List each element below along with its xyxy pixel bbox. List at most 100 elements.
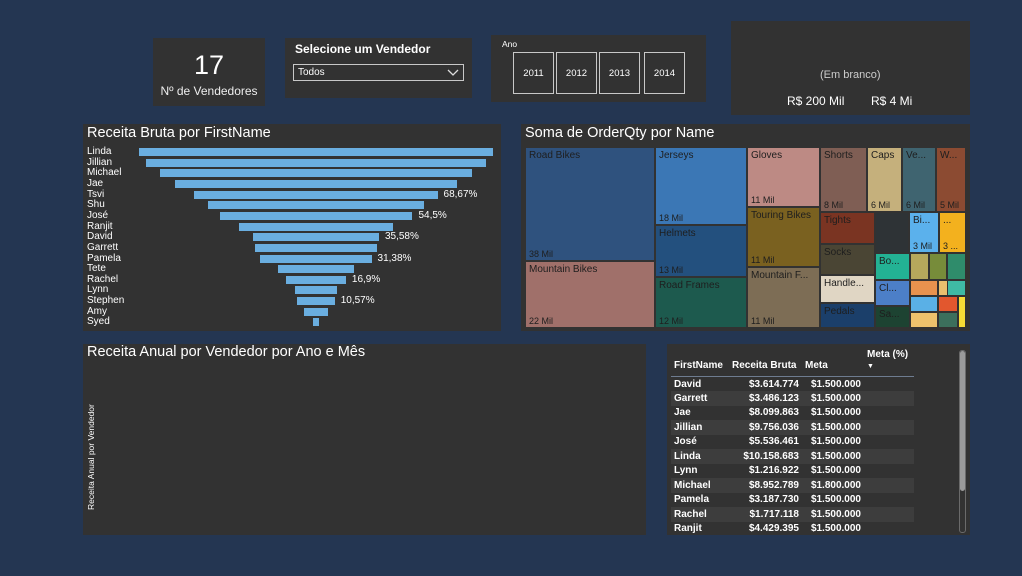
treemap-tile[interactable]: Gloves 11 Mil bbox=[747, 147, 820, 207]
table-row[interactable]: Michael $8.952.789 $1.800.000 bbox=[671, 478, 914, 493]
table-cell: Lynn bbox=[674, 465, 698, 477]
vendor-dropdown[interactable]: Todos bbox=[293, 64, 464, 81]
column-header-meta[interactable]: Meta bbox=[802, 349, 864, 377]
treemap-tile-name: Ve... bbox=[906, 150, 927, 161]
treemap-tile-small[interactable] bbox=[929, 253, 947, 280]
table-cell: $4.429.395 bbox=[748, 523, 799, 535]
column-header-receita[interactable]: Receita Bruta bbox=[729, 349, 802, 377]
treemap-tile[interactable]: Mountain F... 11 Mil bbox=[747, 267, 820, 328]
table-scrollbar[interactable] bbox=[959, 350, 966, 533]
funnel-label: Lynn bbox=[87, 284, 109, 296]
table-cell: $1.500.000 bbox=[810, 494, 861, 506]
year-button-2014[interactable]: 2014 bbox=[644, 52, 685, 94]
funnel-bar[interactable] bbox=[303, 307, 329, 316]
treemap-tile-name: Bo... bbox=[879, 256, 900, 267]
funnel-bar[interactable] bbox=[286, 275, 346, 284]
treemap-tile-name: Tights bbox=[824, 215, 851, 226]
funnel-bar[interactable] bbox=[194, 190, 438, 199]
table-row[interactable]: Jillian $9.756.036 $1.500.000 bbox=[671, 420, 914, 435]
card-blank-label: (Em branco) bbox=[820, 69, 881, 81]
table-cell: $10.158.683 bbox=[729, 449, 802, 464]
table-scrollbar-thumb[interactable] bbox=[960, 351, 965, 491]
funnel-bar[interactable] bbox=[313, 318, 319, 327]
treemap-tile-small[interactable] bbox=[910, 312, 938, 328]
treemap-tile-value: 6 Mil bbox=[906, 200, 926, 210]
treemap-tile[interactable]: W... 5 Mil bbox=[936, 147, 966, 212]
table-row[interactable]: Garrett $3.486.123 $1.500.000 bbox=[671, 391, 914, 406]
treemap-tile-small[interactable] bbox=[938, 312, 958, 328]
column-header-meta-pct[interactable]: Meta (%) ▼ bbox=[864, 349, 914, 377]
table-row[interactable]: Rachel $1.717.118 $1.500.000 bbox=[671, 507, 914, 522]
funnel-pct-label: 31,38% bbox=[377, 252, 412, 264]
funnel-bar[interactable] bbox=[277, 265, 355, 274]
treemap-tile[interactable]: Bi... 3 Mil bbox=[909, 212, 939, 253]
table-row[interactable]: Linda $10.158.683 $1.500.000 bbox=[671, 449, 914, 464]
treemap-tile-small[interactable] bbox=[910, 253, 929, 280]
table-cell: $1.216.922 bbox=[748, 465, 799, 477]
table-row[interactable]: José $5.536.461 $1.500.000 bbox=[671, 435, 914, 450]
year-button-2013[interactable]: 2013 bbox=[599, 52, 640, 94]
treemap-tile[interactable]: Caps 6 Mil bbox=[867, 147, 902, 212]
funnel-bar[interactable] bbox=[294, 286, 338, 295]
treemap-tile-small[interactable] bbox=[910, 280, 938, 296]
treemap-tile[interactable]: Tights bbox=[820, 212, 875, 244]
treemap-tile[interactable]: Touring Bikes 11 Mil bbox=[747, 207, 820, 267]
treemap-tile-small[interactable] bbox=[910, 296, 938, 312]
treemap-tile[interactable]: Bo... bbox=[875, 253, 910, 280]
table-row[interactable]: Ranjit $4.429.395 $1.500.000 bbox=[671, 522, 914, 536]
funnel-bar[interactable] bbox=[255, 243, 377, 252]
treemap-tile-name: Sa... bbox=[879, 309, 900, 320]
funnel-bar[interactable] bbox=[174, 179, 458, 188]
funnel-bar[interactable] bbox=[238, 222, 394, 231]
table-cell: $3.187.730 bbox=[748, 494, 799, 506]
funnel-bar[interactable] bbox=[146, 158, 486, 167]
treemap-tile-small[interactable] bbox=[947, 253, 966, 280]
funnel-bar[interactable] bbox=[219, 211, 413, 220]
table-row[interactable]: Pamela $3.187.730 $1.500.000 bbox=[671, 493, 914, 508]
treemap-tile[interactable]: Helmets 13 Mil bbox=[655, 225, 747, 277]
funnel-bar[interactable] bbox=[139, 148, 493, 156]
treemap-tile[interactable]: Ve... 6 Mil bbox=[902, 147, 936, 212]
funnel-bar[interactable] bbox=[260, 254, 372, 263]
funnel-bar[interactable] bbox=[207, 201, 425, 210]
table-cell bbox=[864, 377, 914, 392]
funnel-bar[interactable] bbox=[253, 233, 379, 242]
treemap-tile[interactable]: Road Bikes 38 Mil bbox=[525, 147, 655, 261]
table-cell: $1.800.000 bbox=[802, 478, 864, 493]
line-chart-ylabel: Receita Anual por Vendedor bbox=[86, 404, 96, 510]
treemap-tile-small[interactable] bbox=[875, 212, 909, 253]
table-row[interactable]: Lynn $1.216.922 $1.500.000 bbox=[671, 464, 914, 479]
treemap-tile[interactable]: ... 3 ... bbox=[939, 212, 966, 253]
treemap-tile[interactable]: Shorts 8 Mil bbox=[820, 147, 867, 212]
treemap-tile[interactable]: Road Frames 12 Mil bbox=[655, 277, 747, 328]
table-row[interactable]: David $3.614.774 $1.500.000 bbox=[671, 377, 914, 392]
treemap-tile-small[interactable] bbox=[958, 296, 966, 328]
treemap-tile-name: Pedals bbox=[824, 306, 855, 317]
vendor-dropdown-value: Todos bbox=[298, 67, 325, 78]
treemap-tile-name: Bi... bbox=[913, 215, 931, 226]
table-visual: FirstName Receita Bruta Meta Meta (%) ▼ D… bbox=[667, 344, 970, 535]
treemap-tile[interactable]: Sa... bbox=[875, 306, 910, 328]
table-cell: Michael bbox=[671, 478, 729, 493]
column-header-firstname[interactable]: FirstName bbox=[671, 349, 729, 377]
treemap-chart: Soma de OrderQty por Name Road Bikes 38 M… bbox=[521, 124, 970, 331]
treemap-tile[interactable]: Jerseys 18 Mil bbox=[655, 147, 747, 225]
table-cell bbox=[864, 406, 914, 421]
treemap-tile-name: ... bbox=[943, 215, 952, 226]
year-button-2011[interactable]: 2011 bbox=[513, 52, 554, 94]
funnel-bar[interactable] bbox=[297, 297, 335, 306]
treemap-tile[interactable]: Mountain Bikes 22 Mil bbox=[525, 261, 655, 328]
treemap-tile[interactable]: Socks bbox=[820, 244, 875, 275]
treemap-tile-small[interactable] bbox=[938, 296, 958, 312]
treemap-tile[interactable]: Handle... bbox=[820, 275, 875, 303]
treemap-tile-value: 11 Mil bbox=[751, 255, 775, 265]
funnel-bar[interactable] bbox=[160, 169, 472, 178]
table-cell: $1.500.000 bbox=[810, 407, 861, 419]
treemap-tile[interactable]: Pedals bbox=[820, 303, 875, 328]
table-cell: $3.486.123 bbox=[729, 391, 802, 406]
table-cell: $1.717.118 bbox=[729, 507, 802, 522]
year-button-2012[interactable]: 2012 bbox=[556, 52, 597, 94]
treemap-tile-small[interactable] bbox=[947, 280, 966, 296]
table-row[interactable]: Jae $8.099.863 $1.500.000 bbox=[671, 406, 914, 421]
treemap-tile[interactable]: Cl... bbox=[875, 280, 910, 306]
